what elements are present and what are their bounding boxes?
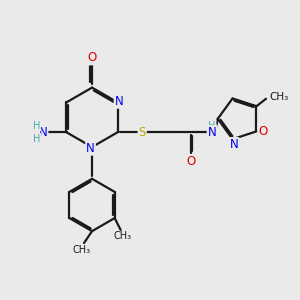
Text: O: O — [258, 125, 268, 138]
Text: H: H — [33, 134, 40, 144]
Text: H: H — [208, 121, 216, 130]
Text: N: N — [208, 126, 216, 139]
Text: N: N — [230, 138, 239, 151]
Text: CH₃: CH₃ — [269, 92, 288, 102]
Text: CH₃: CH₃ — [113, 232, 131, 242]
Text: H: H — [33, 121, 40, 130]
Text: N: N — [86, 142, 95, 155]
Text: O: O — [186, 155, 195, 168]
Text: N: N — [39, 126, 47, 139]
Text: CH₃: CH₃ — [73, 244, 91, 255]
Text: N: N — [115, 95, 123, 108]
Text: S: S — [139, 126, 146, 139]
Text: O: O — [87, 51, 97, 64]
